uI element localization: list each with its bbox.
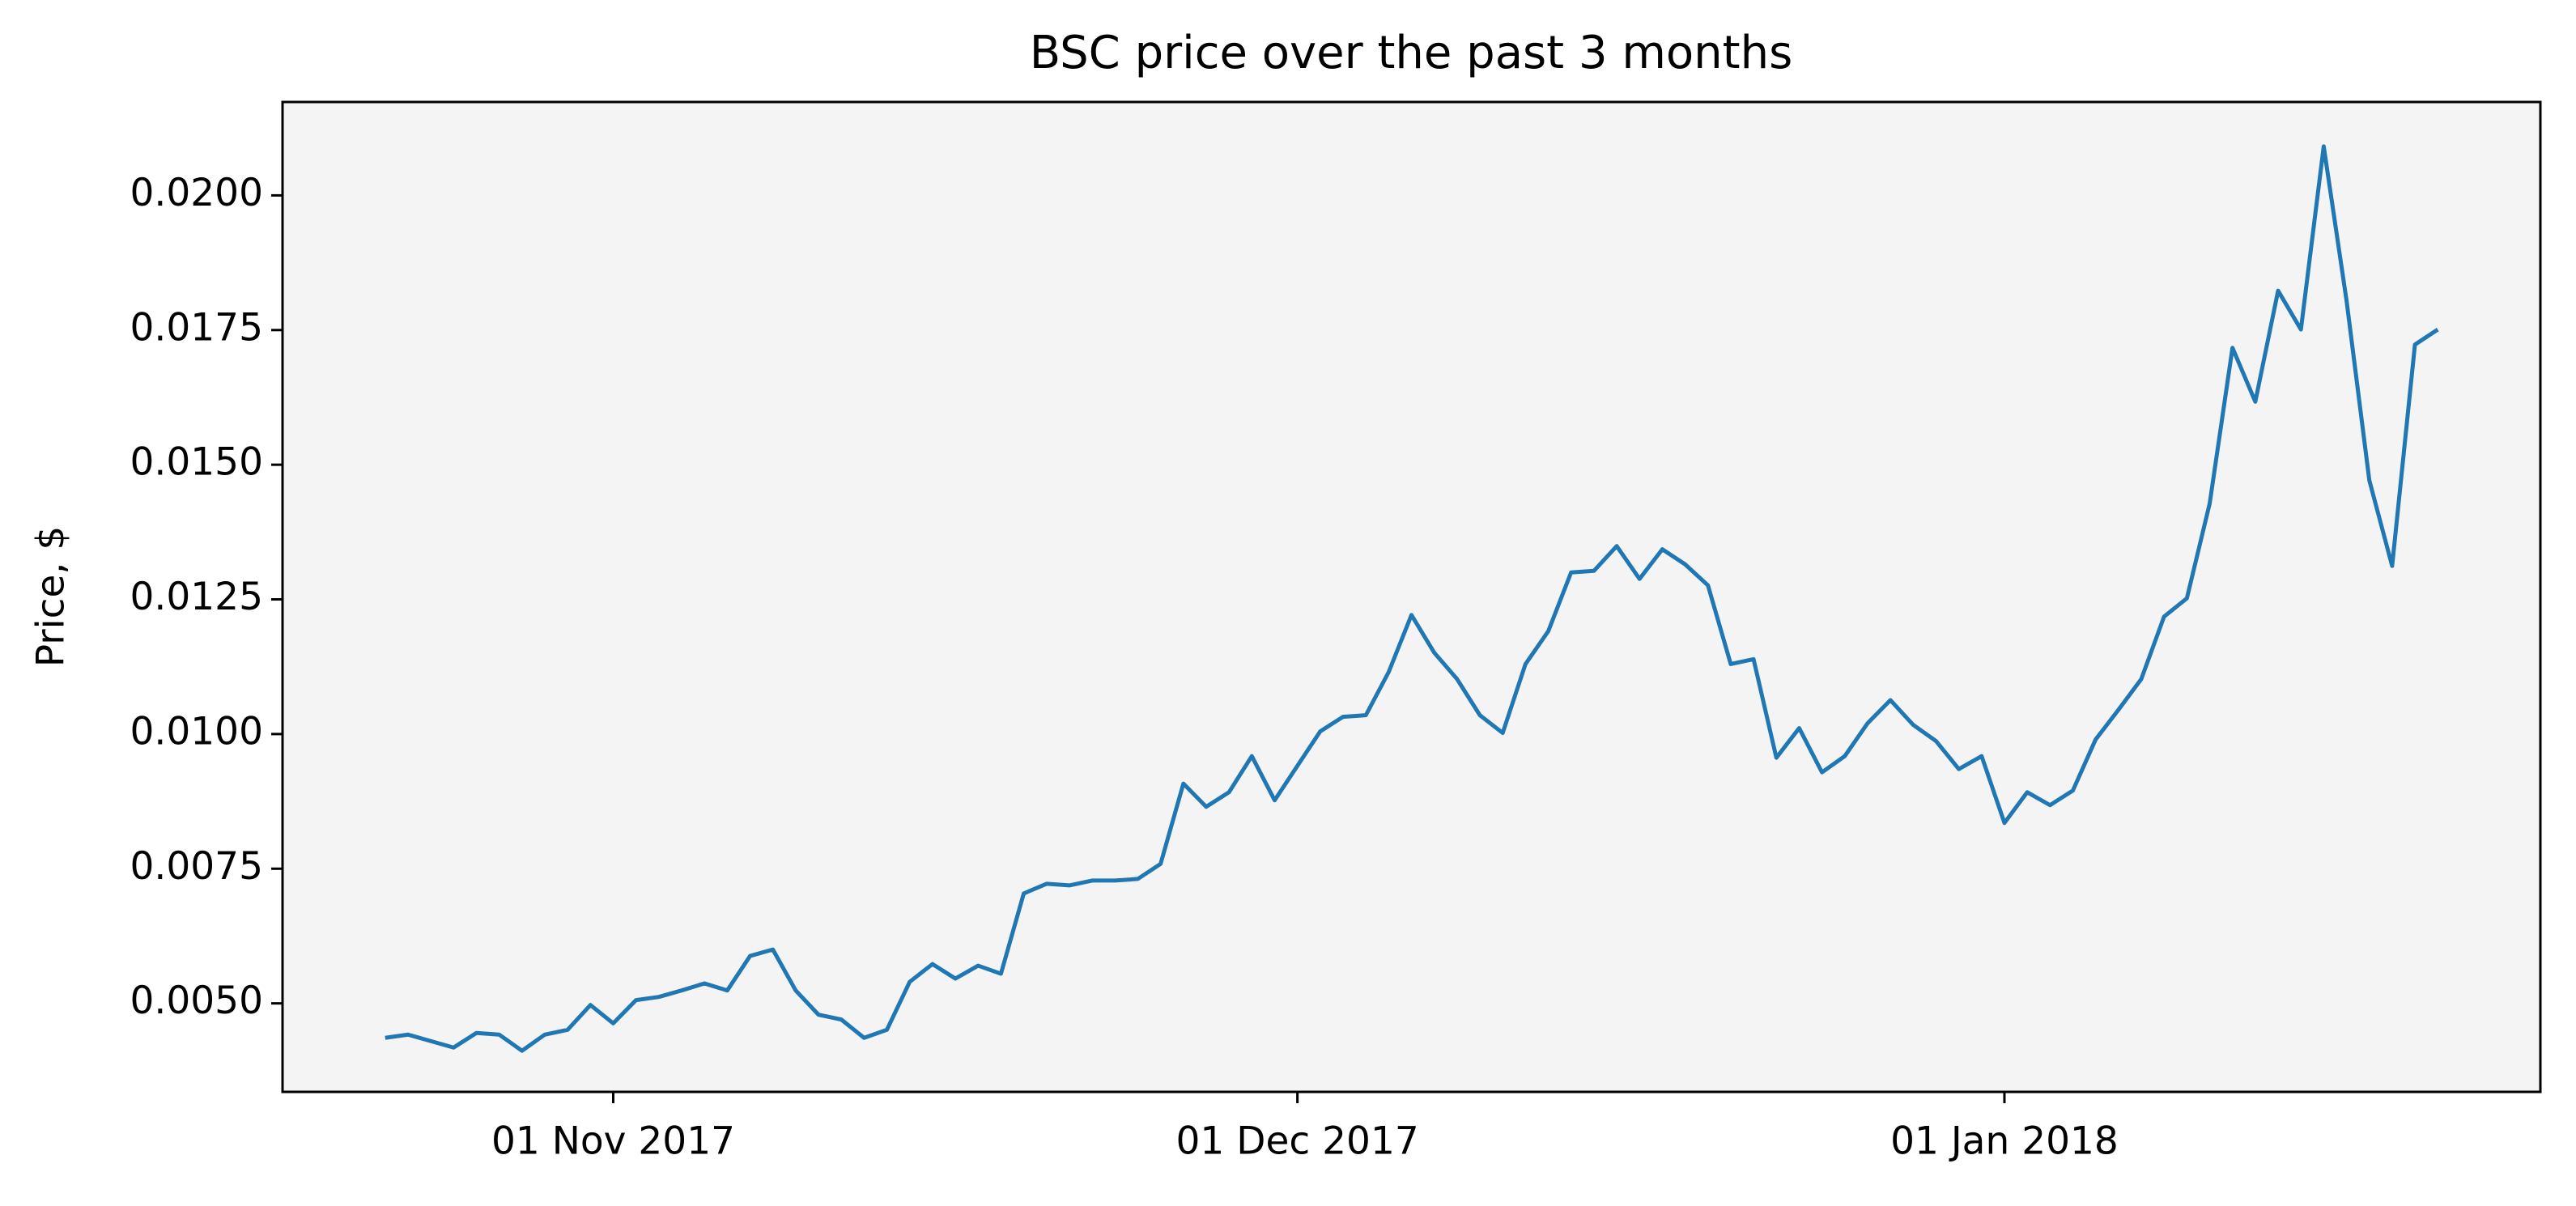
y-tick-label: 0.0200 [130, 171, 263, 215]
y-tick-label: 0.0175 [130, 305, 263, 350]
x-tick-label: 01 Dec 2017 [1176, 1119, 1419, 1164]
y-axis-label: Price, $ [29, 526, 74, 667]
price-line [385, 144, 2439, 1053]
chart-title: BSC price over the past 3 months [1030, 27, 1793, 79]
y-tick-label: 0.0150 [130, 440, 263, 485]
x-tick-label: 01 Nov 2017 [491, 1119, 735, 1164]
y-tick-label: 0.0125 [130, 575, 263, 619]
y-tick-label: 0.0100 [130, 709, 263, 754]
plot-frame [281, 100, 2542, 1093]
y-tick-label: 0.0075 [130, 844, 263, 889]
plot-area [283, 102, 2540, 1092]
x-tick-label: 01 Jan 2018 [1890, 1119, 2119, 1164]
y-tick-label: 0.0050 [130, 979, 263, 1023]
